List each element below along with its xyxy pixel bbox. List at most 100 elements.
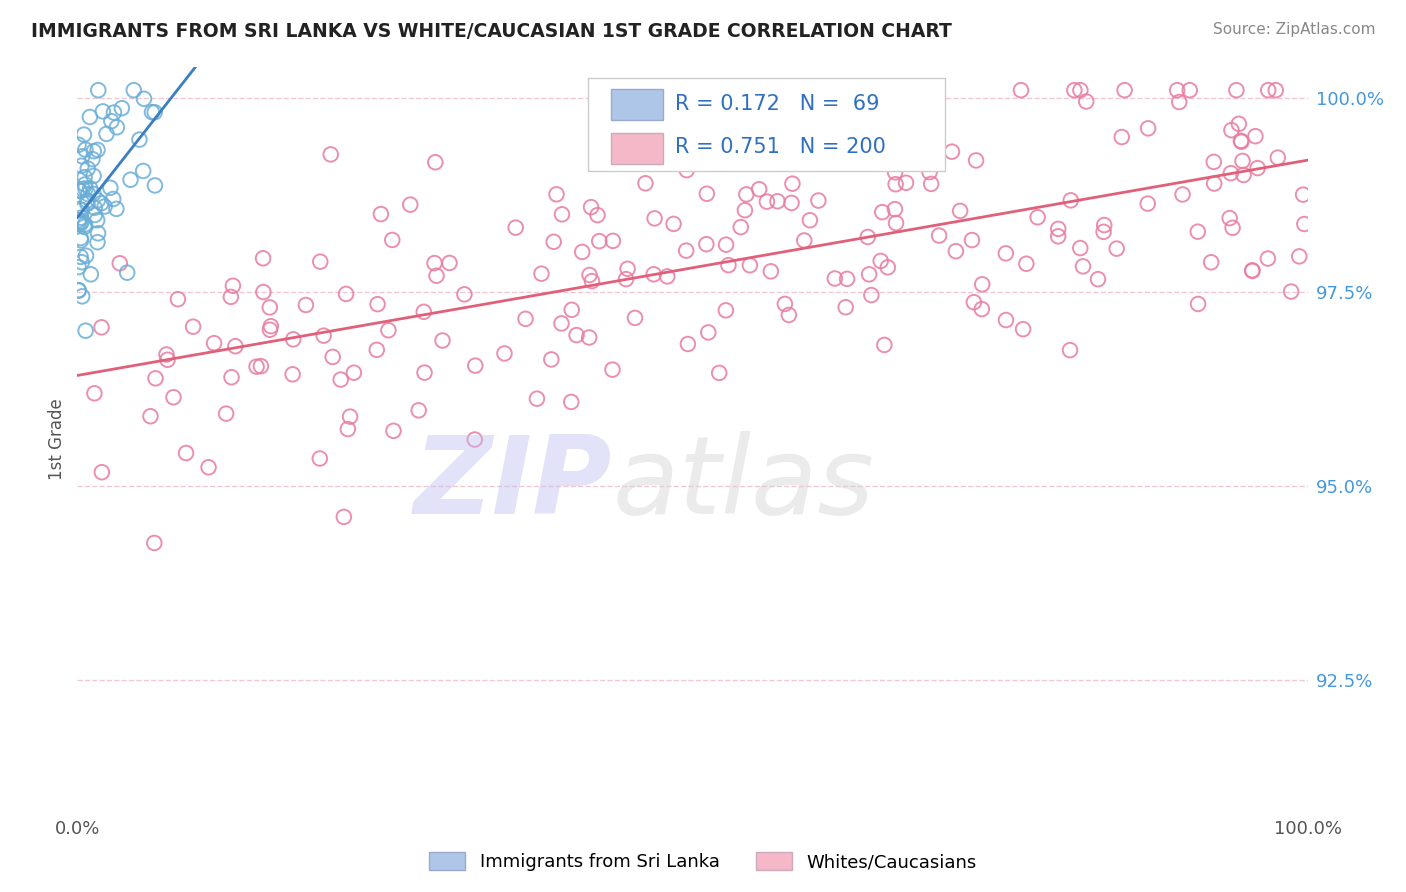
Point xyxy=(560,395,582,409)
Point xyxy=(960,233,983,247)
Point xyxy=(1230,134,1253,148)
Point xyxy=(67,213,90,227)
Legend: Immigrants from Sri Lanka, Whites/Caucasians: Immigrants from Sri Lanka, Whites/Caucas… xyxy=(422,845,984,879)
Point xyxy=(67,137,90,152)
Point xyxy=(738,258,761,272)
Point xyxy=(1241,264,1264,278)
Point xyxy=(76,196,98,211)
Point xyxy=(920,177,942,191)
Point xyxy=(884,216,907,230)
Point xyxy=(717,258,740,272)
Point xyxy=(67,183,90,197)
Point xyxy=(83,169,105,183)
Point xyxy=(174,446,197,460)
Point xyxy=(83,201,105,215)
Point xyxy=(70,214,93,228)
Point xyxy=(838,85,860,99)
Point xyxy=(1059,343,1081,358)
Point xyxy=(644,211,666,226)
Point xyxy=(664,117,686,131)
Point xyxy=(439,256,461,270)
Point xyxy=(86,143,108,157)
Point xyxy=(86,213,108,227)
Point xyxy=(1202,154,1225,169)
Point xyxy=(336,422,359,436)
Point xyxy=(67,202,90,216)
Point xyxy=(259,323,281,337)
Point xyxy=(67,216,90,230)
Point xyxy=(565,328,588,343)
Point xyxy=(834,300,856,314)
Point xyxy=(308,451,330,466)
Point xyxy=(894,176,917,190)
Point xyxy=(281,368,304,382)
Point xyxy=(453,287,475,301)
Point xyxy=(75,143,97,157)
Point xyxy=(83,208,105,222)
Point xyxy=(260,319,283,334)
Point xyxy=(86,194,108,208)
Point xyxy=(543,235,565,249)
Point xyxy=(1076,95,1098,109)
Point xyxy=(367,297,389,311)
Point xyxy=(69,231,91,245)
Point xyxy=(73,128,96,142)
Point xyxy=(423,256,446,270)
Point xyxy=(1136,196,1159,211)
Point xyxy=(464,359,486,373)
Point xyxy=(70,255,93,269)
Point xyxy=(70,202,93,217)
FancyBboxPatch shape xyxy=(612,133,664,164)
Point xyxy=(245,359,267,374)
Point xyxy=(1069,83,1091,97)
Point xyxy=(551,207,574,221)
Point xyxy=(329,373,352,387)
Point xyxy=(602,234,624,248)
Point xyxy=(1219,166,1241,180)
Point xyxy=(1292,187,1315,202)
Point xyxy=(821,132,844,146)
Point xyxy=(807,194,830,208)
Text: R = 0.751   N = 200: R = 0.751 N = 200 xyxy=(675,137,886,157)
Point xyxy=(876,260,898,275)
Point xyxy=(883,202,905,217)
Point xyxy=(162,390,184,404)
Point xyxy=(339,409,361,424)
Point xyxy=(222,278,245,293)
Point xyxy=(1026,211,1049,225)
Point xyxy=(70,233,93,247)
Point xyxy=(1092,218,1115,232)
Point xyxy=(143,178,166,193)
Point xyxy=(675,163,697,178)
Point xyxy=(1246,161,1268,175)
Point xyxy=(283,332,305,346)
Point xyxy=(75,249,97,263)
Point xyxy=(128,133,150,147)
Point xyxy=(1230,135,1253,149)
Point xyxy=(412,305,434,319)
Point xyxy=(73,178,96,192)
Point xyxy=(643,268,665,282)
Point xyxy=(505,220,527,235)
Text: IMMIGRANTS FROM SRI LANKA VS WHITE/CAUCASIAN 1ST GRADE CORRELATION CHART: IMMIGRANTS FROM SRI LANKA VS WHITE/CAUCA… xyxy=(31,22,952,41)
Point xyxy=(1199,255,1222,269)
Point xyxy=(1047,229,1070,244)
Point xyxy=(1267,151,1289,165)
Point xyxy=(1166,83,1188,97)
Point xyxy=(143,105,166,120)
Point xyxy=(309,254,332,268)
Point xyxy=(219,290,242,304)
Point xyxy=(70,211,93,225)
Point xyxy=(884,178,907,192)
Point xyxy=(873,338,896,352)
Point xyxy=(90,465,112,479)
Point xyxy=(72,149,94,163)
Point xyxy=(778,308,800,322)
FancyBboxPatch shape xyxy=(612,89,664,120)
Point xyxy=(132,164,155,178)
Point xyxy=(581,274,603,288)
Point xyxy=(1178,83,1201,97)
Point xyxy=(941,145,963,159)
Point xyxy=(250,359,273,374)
Point xyxy=(366,343,388,357)
